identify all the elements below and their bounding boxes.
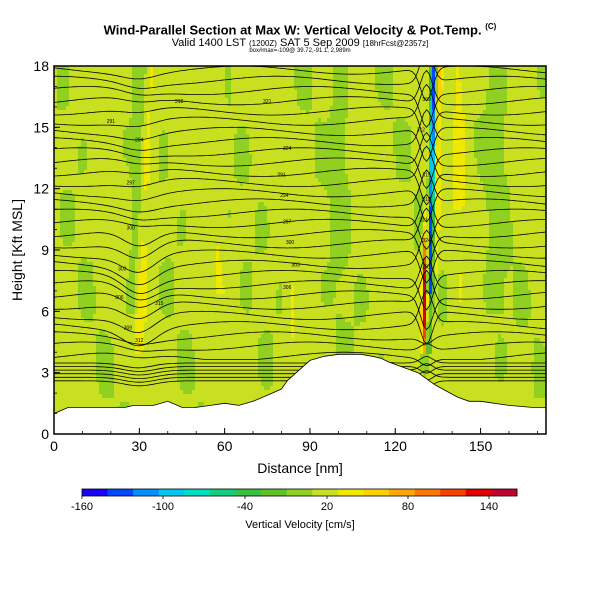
y-tick-label: 0 [41,426,49,442]
colorbar-label: Vertical Velocity [cm/s] [245,519,354,531]
contour-label: 318 [175,99,184,105]
y-axis-label: Height [Kft MSL] [9,199,25,301]
contour-label: 315 [155,301,164,307]
colorbar-segment [414,489,441,496]
colorbar-segment [184,489,211,496]
contour-label: 309 [422,97,431,103]
colorbar-segment [158,489,185,496]
contour-label: 297 [283,219,292,225]
colorbar-segment [286,489,313,496]
colorbar-segment [235,489,262,496]
contour-label: 291 [277,172,286,178]
contour-label: 312 [135,338,144,344]
colorbar-segment [337,489,364,496]
y-tick-label: 6 [41,303,49,319]
contour-label: 306 [283,285,292,291]
contour-label: 303 [292,262,301,268]
valid-time: Valid 1400 LST [171,37,246,49]
contour-label: 321 [420,217,429,223]
x-axis-label: Distance [nm] [257,460,343,476]
colorbar-segment [261,489,288,496]
copyright-mark: (C) [485,22,497,31]
forecast-run: [18hrFcst@2357z] [362,39,429,48]
contour-label: 318 [422,197,431,203]
x-tick-label: 30 [132,438,148,454]
contour-label: 324 [422,238,431,244]
contour-label: 315 [422,172,431,178]
contour-label: 294 [280,193,289,199]
contour-label: 303 [118,266,127,272]
zulu-time: (1200Z) [248,39,277,48]
x-tick-label: 60 [217,438,233,454]
colorbar-segment [209,489,236,496]
colorbar-segment [491,489,518,496]
box-max-info: box#max=-109@ 39.72,-91.1, 2,989m [249,48,351,54]
colorbar-segment [82,489,108,496]
chart-subtitle: Valid 1400 LST (1200Z) SAT 5 Sep 2009 [1… [0,37,600,49]
contour-label: 300 [286,240,295,246]
chart-title-text: Wind-Parallel Section at Max W: Vertical… [103,22,482,38]
contour-label: 300 [127,226,136,232]
colorbar-segment [440,489,467,496]
contour-label: 291 [422,264,431,270]
terrain-mask [54,353,546,434]
contour-label: 324 [283,146,292,152]
contour-label: 306 [115,295,124,301]
contour-label: 312 [417,127,426,133]
contour-label: 294 [135,138,144,144]
colorbar-segment [363,489,390,496]
y-tick-label: 15 [33,119,49,135]
chart-title: Wind-Parallel Section at Max W: Vertical… [0,22,600,37]
colorbar-tick-label: -160 [71,501,93,513]
x-tick-label: 0 [50,438,58,454]
colorbar-segment [133,489,160,496]
colorbar-tick-label: 80 [402,501,414,513]
axes: 0 30 60 90 120 150 0 3 6 9 12 15 18 [33,58,538,454]
contour-label: 291 [107,119,116,125]
x-tick-label: 150 [469,438,493,454]
y-tick-label: 18 [33,58,49,74]
y-tick-label: 9 [41,242,49,258]
contour-label: 297 [127,181,136,187]
colorbar-tick-label: 20 [321,501,333,513]
contour-label: 321 [263,99,272,105]
y-tick-label: 3 [41,365,49,381]
colorbar-segment [465,489,492,496]
y-tick-label: 12 [33,181,49,197]
contour-label: 309 [124,326,133,332]
colorbar-segment [107,489,134,496]
x-tick-label: 120 [384,438,408,454]
colorbar-tick-label: -40 [237,501,253,513]
x-tick-label: 90 [302,438,318,454]
colorbar-segment [389,489,415,496]
colorbar-tick-label: 140 [480,501,498,513]
valid-date: SAT 5 Sep 2009 [280,37,360,49]
colorbar-segment [312,489,339,496]
colorbar: -160 -100 -40 20 80 140 [71,488,518,513]
colorbar-tick-label: -100 [152,501,174,513]
